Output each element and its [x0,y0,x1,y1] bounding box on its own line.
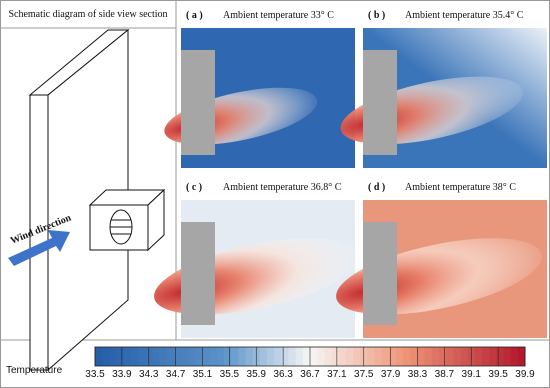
colorbar-band [231,347,239,366]
colorbar-band [181,347,189,366]
colorbar-band [188,347,196,366]
colorbar-tick-label: 38.3 [408,369,428,380]
panel-label: ( a ) [186,10,203,21]
building [363,222,397,325]
colorbar-band [517,347,526,366]
colorbar-tick-label: 37.5 [354,369,374,380]
colorbar-band [353,347,361,366]
colorbar-band [130,347,139,366]
colorbar-band [109,347,117,366]
building [181,222,215,325]
colorbar-band [116,347,125,366]
colorbar-tick-label: 37.9 [381,369,401,380]
colorbar-tick-label: 33.5 [85,369,105,380]
colorbar-band [123,347,132,366]
colorbar-band [166,347,175,366]
colorbar-band [209,347,218,366]
colorbar-tick-label: 33.9 [112,369,132,380]
colorbar-band [453,347,461,366]
colorbar-band [159,347,168,366]
colorbar-band [345,347,354,366]
ac-unit [88,188,166,252]
colorbar-band [338,347,347,366]
colorbar-band [288,347,297,366]
colorbar-tick-label: 39.9 [515,369,535,380]
colorbar-tick-label: 35.9 [247,369,267,380]
colorbar-band [489,347,497,366]
colorbar-band [138,347,146,366]
colorbar-tick-label: 36.3 [273,369,293,380]
colorbar-band [267,347,275,366]
colorbar-band [417,347,426,366]
panel-label: ( d ) [368,182,385,193]
building [181,50,215,155]
building [363,50,397,155]
panel-caption: Ambient temperature 38° C [405,182,516,193]
schematic-title: Schematic diagram of side view section [8,9,167,20]
colorbar-band [195,347,203,366]
wind-arrow [8,230,70,266]
colorbar-band [381,347,390,366]
colorbar-tick-label: 37.1 [327,369,347,380]
colorbar-band [281,347,289,366]
colorbar-band [302,347,311,366]
colorbar-band [482,347,490,366]
colorbar-tick-label: 39.1 [462,369,482,380]
wall [28,28,130,372]
colorbar-band [474,347,483,366]
panel-label: ( b ) [368,10,385,21]
colorbar-band [152,347,160,366]
colorbar-tick-label: 34.7 [166,369,186,380]
panel-caption: Ambient temperature 36.8° C [223,182,342,193]
colorbar-title: Temperature [6,365,63,376]
colorbar-band [310,347,318,366]
panel-caption: Ambient temperature 35.4° C [405,10,524,21]
colorbar-band [216,347,225,366]
colorbar-tick-label: 34.3 [139,369,159,380]
colorbar-band [317,347,325,366]
colorbar-band [410,347,418,366]
colorbar-band [496,347,504,366]
colorbar-band [367,347,375,366]
panel-caption: Ambient temperature 33° C [223,10,334,21]
colorbar-band [274,347,282,366]
colorbar-band [403,347,411,366]
colorbar-band [439,347,447,366]
colorbar-band [424,347,433,366]
colorbar-band [374,347,383,366]
panel-label: ( c ) [186,182,202,193]
colorbar-band [259,347,268,366]
colorbar-tick-label: 36.7 [300,369,320,380]
colorbar-band [173,347,182,366]
colorbar-band [503,347,512,366]
colorbar-tick-label: 35.5 [220,369,240,380]
colorbar-band [95,347,103,366]
colorbar-band [324,347,332,366]
colorbar-band [431,347,440,366]
colorbar-band [331,347,340,366]
colorbar-band [202,347,211,366]
colorbar-band [224,347,232,366]
colorbar-tick-label: 38.7 [435,369,455,380]
colorbar-band [460,347,469,366]
colorbar-tick-label: 39.5 [488,369,508,380]
colorbar-band [446,347,454,366]
colorbar-band [396,347,404,366]
colorbar-band [510,347,519,366]
colorbar-band [295,347,304,366]
colorbar-band [102,347,110,366]
colorbar-band [238,347,246,366]
colorbar-band [245,347,254,366]
colorbar-band [388,347,397,366]
colorbar-tick-label: 35.1 [193,369,213,380]
